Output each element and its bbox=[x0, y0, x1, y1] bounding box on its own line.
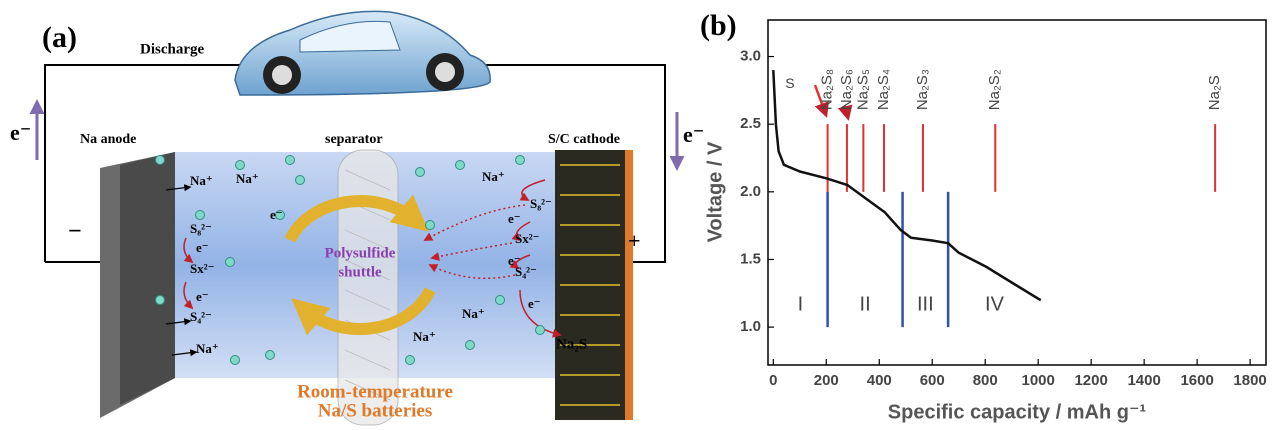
panel-label: (b) bbox=[700, 9, 737, 42]
phase-label: Na₂S₄ bbox=[875, 69, 892, 110]
ion-ball bbox=[426, 221, 435, 230]
anode-label: Na anode bbox=[80, 132, 136, 147]
caption: Room-temperature bbox=[297, 381, 453, 402]
species-label: Sx²⁻ bbox=[190, 261, 215, 276]
x-axis-title: Specific capacity / mAh g⁻¹ bbox=[888, 401, 1147, 423]
x-tick-label: 200 bbox=[814, 372, 839, 389]
species-label: S₈²⁻ bbox=[190, 221, 212, 236]
region-label: III bbox=[917, 293, 934, 315]
x-tick-label: 1600 bbox=[1180, 372, 1213, 389]
species-label: Na⁺ bbox=[462, 306, 485, 321]
species-label: e⁻ bbox=[196, 289, 209, 304]
phase-label: Na₂S₂ bbox=[986, 69, 1003, 110]
y-axis-title: Voltage / V bbox=[704, 141, 726, 242]
species-label: Na⁺ bbox=[413, 329, 436, 344]
ion-ball bbox=[196, 211, 205, 220]
x-tick-label: 1200 bbox=[1074, 372, 1107, 389]
species-label: Sx²⁻ bbox=[515, 231, 540, 246]
plus-sign: + bbox=[628, 228, 641, 253]
ion-ball bbox=[156, 156, 165, 165]
x-tick-label: 400 bbox=[867, 372, 892, 389]
electron-label: e⁻ bbox=[683, 122, 704, 147]
x-tick-label: 1800 bbox=[1233, 372, 1266, 389]
sulfur-label: S bbox=[785, 75, 794, 91]
panel-a: (a) Discharge e⁻ e⁻ Na anode separator S… bbox=[10, 11, 704, 425]
species-label: Na⁺ bbox=[236, 171, 259, 186]
y-tick-label: 1.5 bbox=[740, 250, 761, 267]
species-label: S₈²⁻ bbox=[530, 196, 552, 211]
figure: (a) Discharge e⁻ e⁻ Na anode separator S… bbox=[0, 0, 1279, 430]
species-label: Na⁺ bbox=[196, 341, 219, 356]
ion-ball bbox=[286, 156, 295, 165]
ion-ball bbox=[536, 326, 545, 335]
panel-label: (a) bbox=[42, 21, 77, 54]
species-label: S₄²⁻ bbox=[515, 264, 537, 279]
species-label: e⁻ bbox=[528, 296, 541, 311]
shuttle-label: Polysulfide bbox=[325, 245, 396, 261]
minus-sign: − bbox=[68, 219, 82, 245]
phase-label: Na₂S₈ bbox=[819, 69, 836, 110]
ion-ball bbox=[266, 351, 275, 360]
region-label: IV bbox=[985, 293, 1005, 315]
species-label: Na₂S bbox=[556, 336, 587, 352]
phase-label: Na₂S bbox=[1206, 75, 1223, 110]
ion-ball bbox=[516, 156, 525, 165]
species-label: Na⁺ bbox=[482, 169, 505, 184]
species-label: S₄²⁻ bbox=[190, 309, 212, 324]
ion-ball bbox=[406, 356, 415, 365]
ion-ball bbox=[236, 161, 245, 170]
ion-ball bbox=[156, 296, 165, 305]
cathode-label: S/C cathode bbox=[548, 132, 620, 147]
y-tick-label: 3.0 bbox=[740, 47, 761, 64]
electron-label: e⁻ bbox=[10, 120, 31, 145]
ion-ball bbox=[466, 341, 475, 350]
ion-ball bbox=[456, 161, 465, 170]
y-tick-label: 2.5 bbox=[740, 115, 761, 132]
panel-b: (b) Specific capacity / mAh g⁻¹ Voltage … bbox=[700, 9, 1267, 423]
x-tick-label: 1400 bbox=[1127, 372, 1160, 389]
x-tick-label: 800 bbox=[973, 372, 998, 389]
ion-ball bbox=[296, 176, 305, 185]
x-tick-label: 0 bbox=[769, 372, 777, 389]
species-label: e⁻ bbox=[270, 207, 283, 222]
species-label: Na⁺ bbox=[190, 173, 213, 188]
phase-label: Na₂S₆ bbox=[838, 69, 855, 110]
phase-label: Na₂S₅ bbox=[854, 69, 871, 110]
separator-label: separator bbox=[325, 132, 383, 147]
ion-ball bbox=[231, 356, 240, 365]
discharge-label: Discharge bbox=[140, 41, 204, 57]
ion-ball bbox=[226, 258, 235, 267]
y-tick-label: 2.0 bbox=[740, 183, 761, 200]
y-tick-label: 1.0 bbox=[740, 318, 761, 335]
ion-ball bbox=[416, 168, 425, 177]
region-label: I bbox=[798, 293, 804, 315]
x-tick-label: 1000 bbox=[1022, 372, 1055, 389]
species-label: e⁻ bbox=[508, 211, 521, 226]
x-tick-label: 600 bbox=[920, 372, 945, 389]
ion-ball bbox=[496, 296, 505, 305]
region-label: II bbox=[860, 293, 871, 315]
phase-label: Na₂S₃ bbox=[914, 69, 931, 110]
current-collector bbox=[625, 150, 633, 420]
species-label: e⁻ bbox=[196, 240, 209, 255]
shuttle-label: shuttle bbox=[338, 264, 382, 280]
car bbox=[235, 11, 490, 95]
caption: Na/S batteries bbox=[318, 400, 433, 421]
